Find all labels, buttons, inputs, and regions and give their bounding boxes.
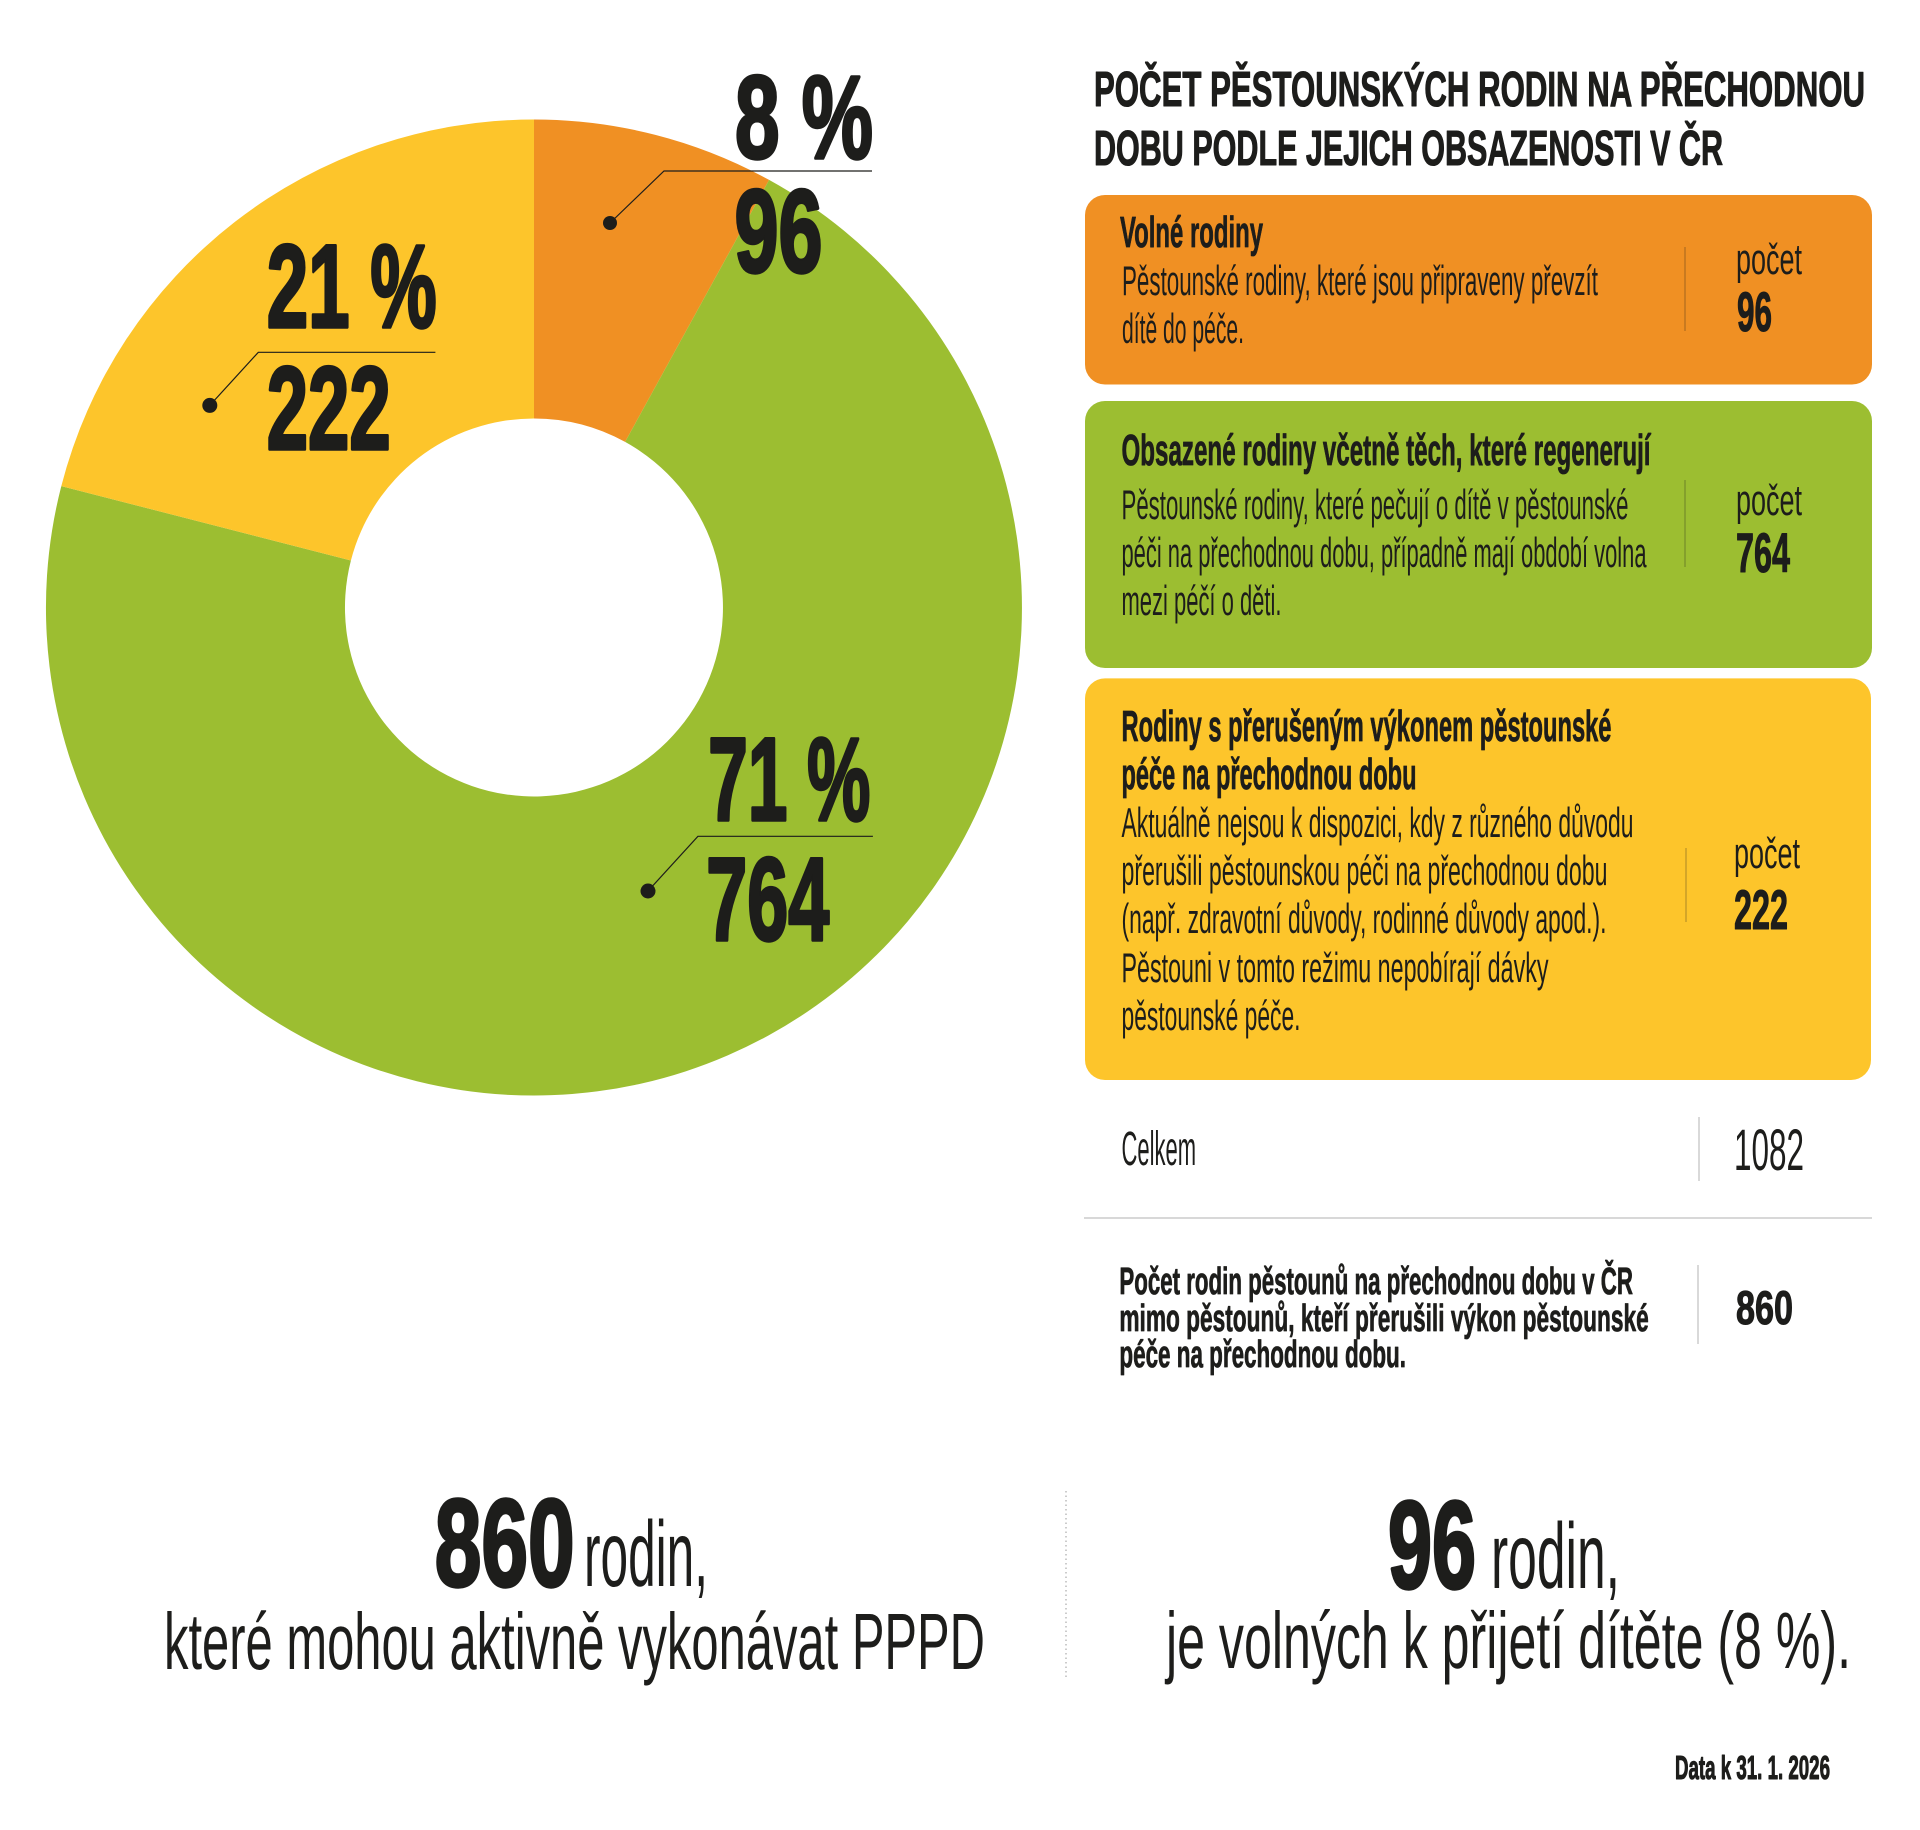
svg-text:8 %: 8 % [735, 52, 873, 184]
svg-text:Data k 31. 1. 2026: Data k 31. 1. 2026 [1675, 1749, 1830, 1786]
svg-text:96: 96 [735, 166, 823, 298]
svg-text:96: 96 [1737, 280, 1772, 343]
svg-text:počet: počet [1736, 476, 1802, 525]
svg-text:dítě do péče.: dítě do péče. [1122, 305, 1244, 352]
svg-text:POČET PĚSTOUNSKÝCH RODIN NA PŘ: POČET PĚSTOUNSKÝCH RODIN NA PŘECHODNOU [1094, 62, 1865, 117]
svg-text:DOBU PODLE JEJICH OBSAZENOSTI: DOBU PODLE JEJICH OBSAZENOSTI V ČR [1094, 121, 1723, 176]
svg-text:Rodiny s přerušeným výkonem pě: Rodiny s přerušeným výkonem pěstounské [1122, 702, 1612, 751]
svg-text:21 %: 21 % [267, 221, 437, 353]
svg-text:které mohou aktivně vykonávat: které mohou aktivně vykonávat PPPD [164, 1597, 985, 1686]
svg-text:860: 860 [435, 1475, 575, 1613]
svg-text:péči na přechodnou dobu, přípa: péči na přechodnou dobu, případně mají o… [1122, 529, 1647, 576]
svg-text:počet: počet [1734, 829, 1800, 878]
svg-text:Obsazené rodiny včetně těch, k: Obsazené rodiny včetně těch, které regen… [1122, 426, 1652, 475]
svg-text:pěstounské péče.: pěstounské péče. [1122, 992, 1301, 1039]
svg-text:764: 764 [706, 834, 829, 966]
svg-text:Pěstounské rodiny, které pečuj: Pěstounské rodiny, které pečují o dítě v… [1122, 481, 1629, 528]
svg-text:Aktuálně nejsou k dispozici, k: Aktuálně nejsou k dispozici, kdy z různé… [1122, 799, 1634, 846]
svg-text:Pěstouni v tomto režimu nepobí: Pěstouni v tomto režimu nepobírají dávky [1122, 944, 1549, 991]
svg-text:je volných k přijetí dítěte (8: je volných k přijetí dítěte (8 %). [1165, 1596, 1851, 1685]
svg-text:mezi péčí o děti.: mezi péčí o děti. [1122, 577, 1282, 624]
svg-text:počet: počet [1736, 235, 1802, 284]
svg-text:rodin,: rodin, [584, 1502, 708, 1606]
svg-text:mimo pěstounů, kteří přerušili: mimo pěstounů, kteří přerušili výkon pěs… [1119, 1298, 1648, 1340]
svg-text:222: 222 [267, 343, 391, 475]
svg-text:96: 96 [1388, 1477, 1476, 1615]
svg-text:(např. zdravotní důvody, rodin: (např. zdravotní důvody, rodinné důvody … [1122, 895, 1607, 942]
svg-text:1082: 1082 [1734, 1118, 1804, 1183]
svg-text:764: 764 [1736, 521, 1790, 584]
svg-text:Celkem: Celkem [1122, 1123, 1197, 1176]
svg-text:Počet rodin pěstounů na přecho: Počet rodin pěstounů na přechodnou dobu … [1119, 1258, 1633, 1303]
svg-text:rodin,: rodin, [1491, 1504, 1620, 1608]
svg-text:860: 860 [1736, 1281, 1793, 1334]
svg-text:Volné rodiny: Volné rodiny [1120, 208, 1263, 257]
svg-text:Pěstounské rodiny, které jsou: Pěstounské rodiny, které jsou připraveny… [1122, 257, 1598, 304]
svg-text:71 %: 71 % [708, 714, 870, 846]
svg-text:222: 222 [1734, 878, 1788, 941]
svg-text:péče na přechodnou dobu.: péče na přechodnou dobu. [1119, 1334, 1406, 1376]
svg-text:přerušili pěstounskou péči na: přerušili pěstounskou péči na přechodnou… [1122, 847, 1608, 894]
svg-text:péče na přechodnou dobu: péče na přechodnou dobu [1122, 750, 1417, 799]
